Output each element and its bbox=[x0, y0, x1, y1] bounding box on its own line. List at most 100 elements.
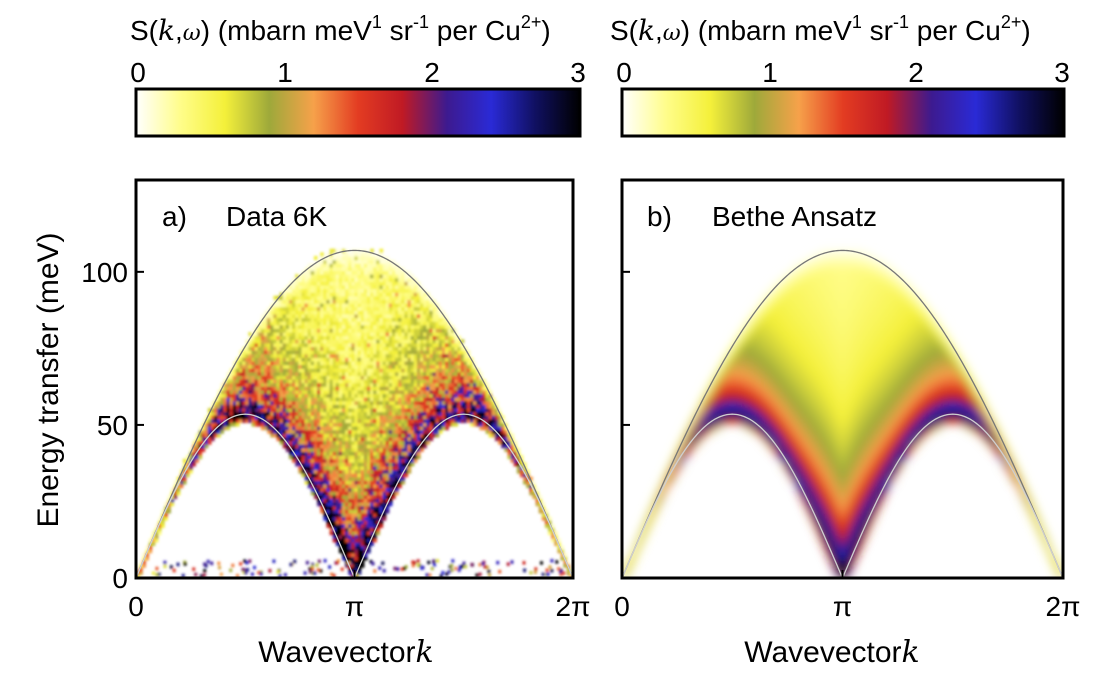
heat-cell bbox=[298, 331, 303, 337]
heat-cell bbox=[345, 324, 349, 329]
heat-cell bbox=[317, 444, 321, 449]
heat-cell bbox=[148, 545, 153, 550]
heat-cell bbox=[223, 415, 228, 420]
heat-cell bbox=[385, 426, 390, 431]
heat-cell bbox=[338, 263, 343, 268]
heat-cell bbox=[429, 400, 434, 405]
heat-cell bbox=[292, 447, 296, 452]
heat-cell bbox=[385, 397, 390, 402]
heat-cell bbox=[379, 266, 384, 272]
heat-cell bbox=[342, 281, 346, 286]
heat-cell bbox=[332, 292, 337, 297]
heat-cell bbox=[410, 335, 415, 340]
heat-cell bbox=[338, 444, 343, 449]
heat-cell bbox=[348, 386, 352, 391]
heat-cell bbox=[245, 415, 249, 420]
heat-cell bbox=[420, 386, 424, 391]
heat-cell bbox=[357, 357, 362, 362]
heat-noise bbox=[257, 571, 261, 575]
heat-cell bbox=[338, 364, 343, 369]
heat-cell bbox=[370, 317, 374, 322]
heat-cell bbox=[307, 292, 312, 297]
heat-cell bbox=[313, 321, 318, 326]
heat-cell bbox=[351, 559, 356, 565]
heat-cell bbox=[479, 393, 484, 398]
heat-cell bbox=[317, 415, 321, 420]
heat-cell bbox=[388, 342, 393, 348]
heat-cell bbox=[373, 328, 377, 333]
heat-cell bbox=[285, 299, 290, 304]
heat-cell bbox=[342, 288, 346, 293]
heat-cell bbox=[382, 281, 387, 286]
heat-cell bbox=[251, 407, 256, 413]
heat-cell bbox=[298, 433, 303, 438]
heat-cell bbox=[357, 545, 362, 550]
heat-cell bbox=[391, 386, 396, 391]
heat-cell bbox=[217, 415, 221, 420]
heat-cell bbox=[738, 418, 743, 424]
heat-cell bbox=[686, 449, 691, 455]
heat-cell bbox=[263, 328, 268, 333]
heat-cell bbox=[307, 350, 312, 355]
heat-cell bbox=[432, 393, 437, 398]
heat-cell bbox=[229, 389, 234, 395]
heat-cell bbox=[398, 277, 402, 282]
heat-cell bbox=[279, 429, 284, 434]
heat-cell bbox=[423, 433, 427, 438]
heat-cell bbox=[320, 306, 324, 311]
heat-cell bbox=[310, 277, 315, 282]
heat-cell bbox=[351, 469, 356, 474]
heat-cell bbox=[388, 469, 393, 474]
heat-cell bbox=[329, 404, 334, 409]
heat-cell bbox=[373, 400, 377, 405]
heat-cell bbox=[310, 473, 315, 478]
heat-cell bbox=[507, 454, 512, 460]
heat-cell bbox=[366, 331, 371, 337]
heat-cell bbox=[351, 494, 356, 499]
heat-cell bbox=[307, 426, 312, 431]
heat-cell bbox=[441, 350, 446, 355]
heat-cell bbox=[282, 371, 287, 376]
heat-cell bbox=[416, 415, 421, 420]
heat-cell bbox=[342, 331, 346, 337]
heat-cell bbox=[332, 346, 337, 351]
heat-cell bbox=[398, 393, 402, 398]
heat-cell bbox=[320, 350, 324, 355]
heat-cell bbox=[338, 549, 343, 554]
heat-cell bbox=[313, 335, 318, 340]
heat-cell bbox=[682, 436, 687, 442]
heat-cell bbox=[285, 317, 290, 322]
heat-cell bbox=[494, 433, 499, 438]
heat-cell bbox=[538, 494, 543, 499]
heat-cell bbox=[273, 386, 278, 391]
heat-cell bbox=[429, 397, 434, 402]
heat-cell bbox=[445, 426, 449, 431]
heat-cell bbox=[441, 321, 446, 326]
heat-cell bbox=[226, 389, 231, 395]
heat-cell bbox=[401, 473, 406, 478]
heat-cell bbox=[413, 342, 418, 348]
heat-cell bbox=[395, 458, 399, 463]
heat-cell bbox=[706, 396, 711, 402]
heat-cell bbox=[335, 292, 340, 297]
heat-cell bbox=[313, 277, 318, 282]
heat-cell bbox=[320, 389, 324, 395]
heat-cell bbox=[373, 483, 377, 489]
heat-cell bbox=[360, 368, 365, 373]
heat-cell bbox=[288, 342, 293, 348]
heat-cell bbox=[734, 370, 739, 376]
heat-cell bbox=[426, 379, 431, 384]
heat-cell bbox=[494, 436, 499, 442]
heat-cell bbox=[373, 480, 377, 485]
heat-cell bbox=[292, 426, 296, 431]
heat-noise bbox=[447, 570, 451, 574]
heat-cell bbox=[245, 371, 249, 376]
heat-cell bbox=[373, 465, 377, 471]
heat-noise bbox=[349, 561, 353, 566]
heat-cell bbox=[310, 306, 315, 311]
heat-cell bbox=[370, 393, 374, 398]
heat-cell bbox=[718, 361, 723, 367]
heat-cell bbox=[360, 353, 365, 358]
heat-cell bbox=[401, 382, 406, 387]
heat-cell bbox=[326, 331, 331, 337]
